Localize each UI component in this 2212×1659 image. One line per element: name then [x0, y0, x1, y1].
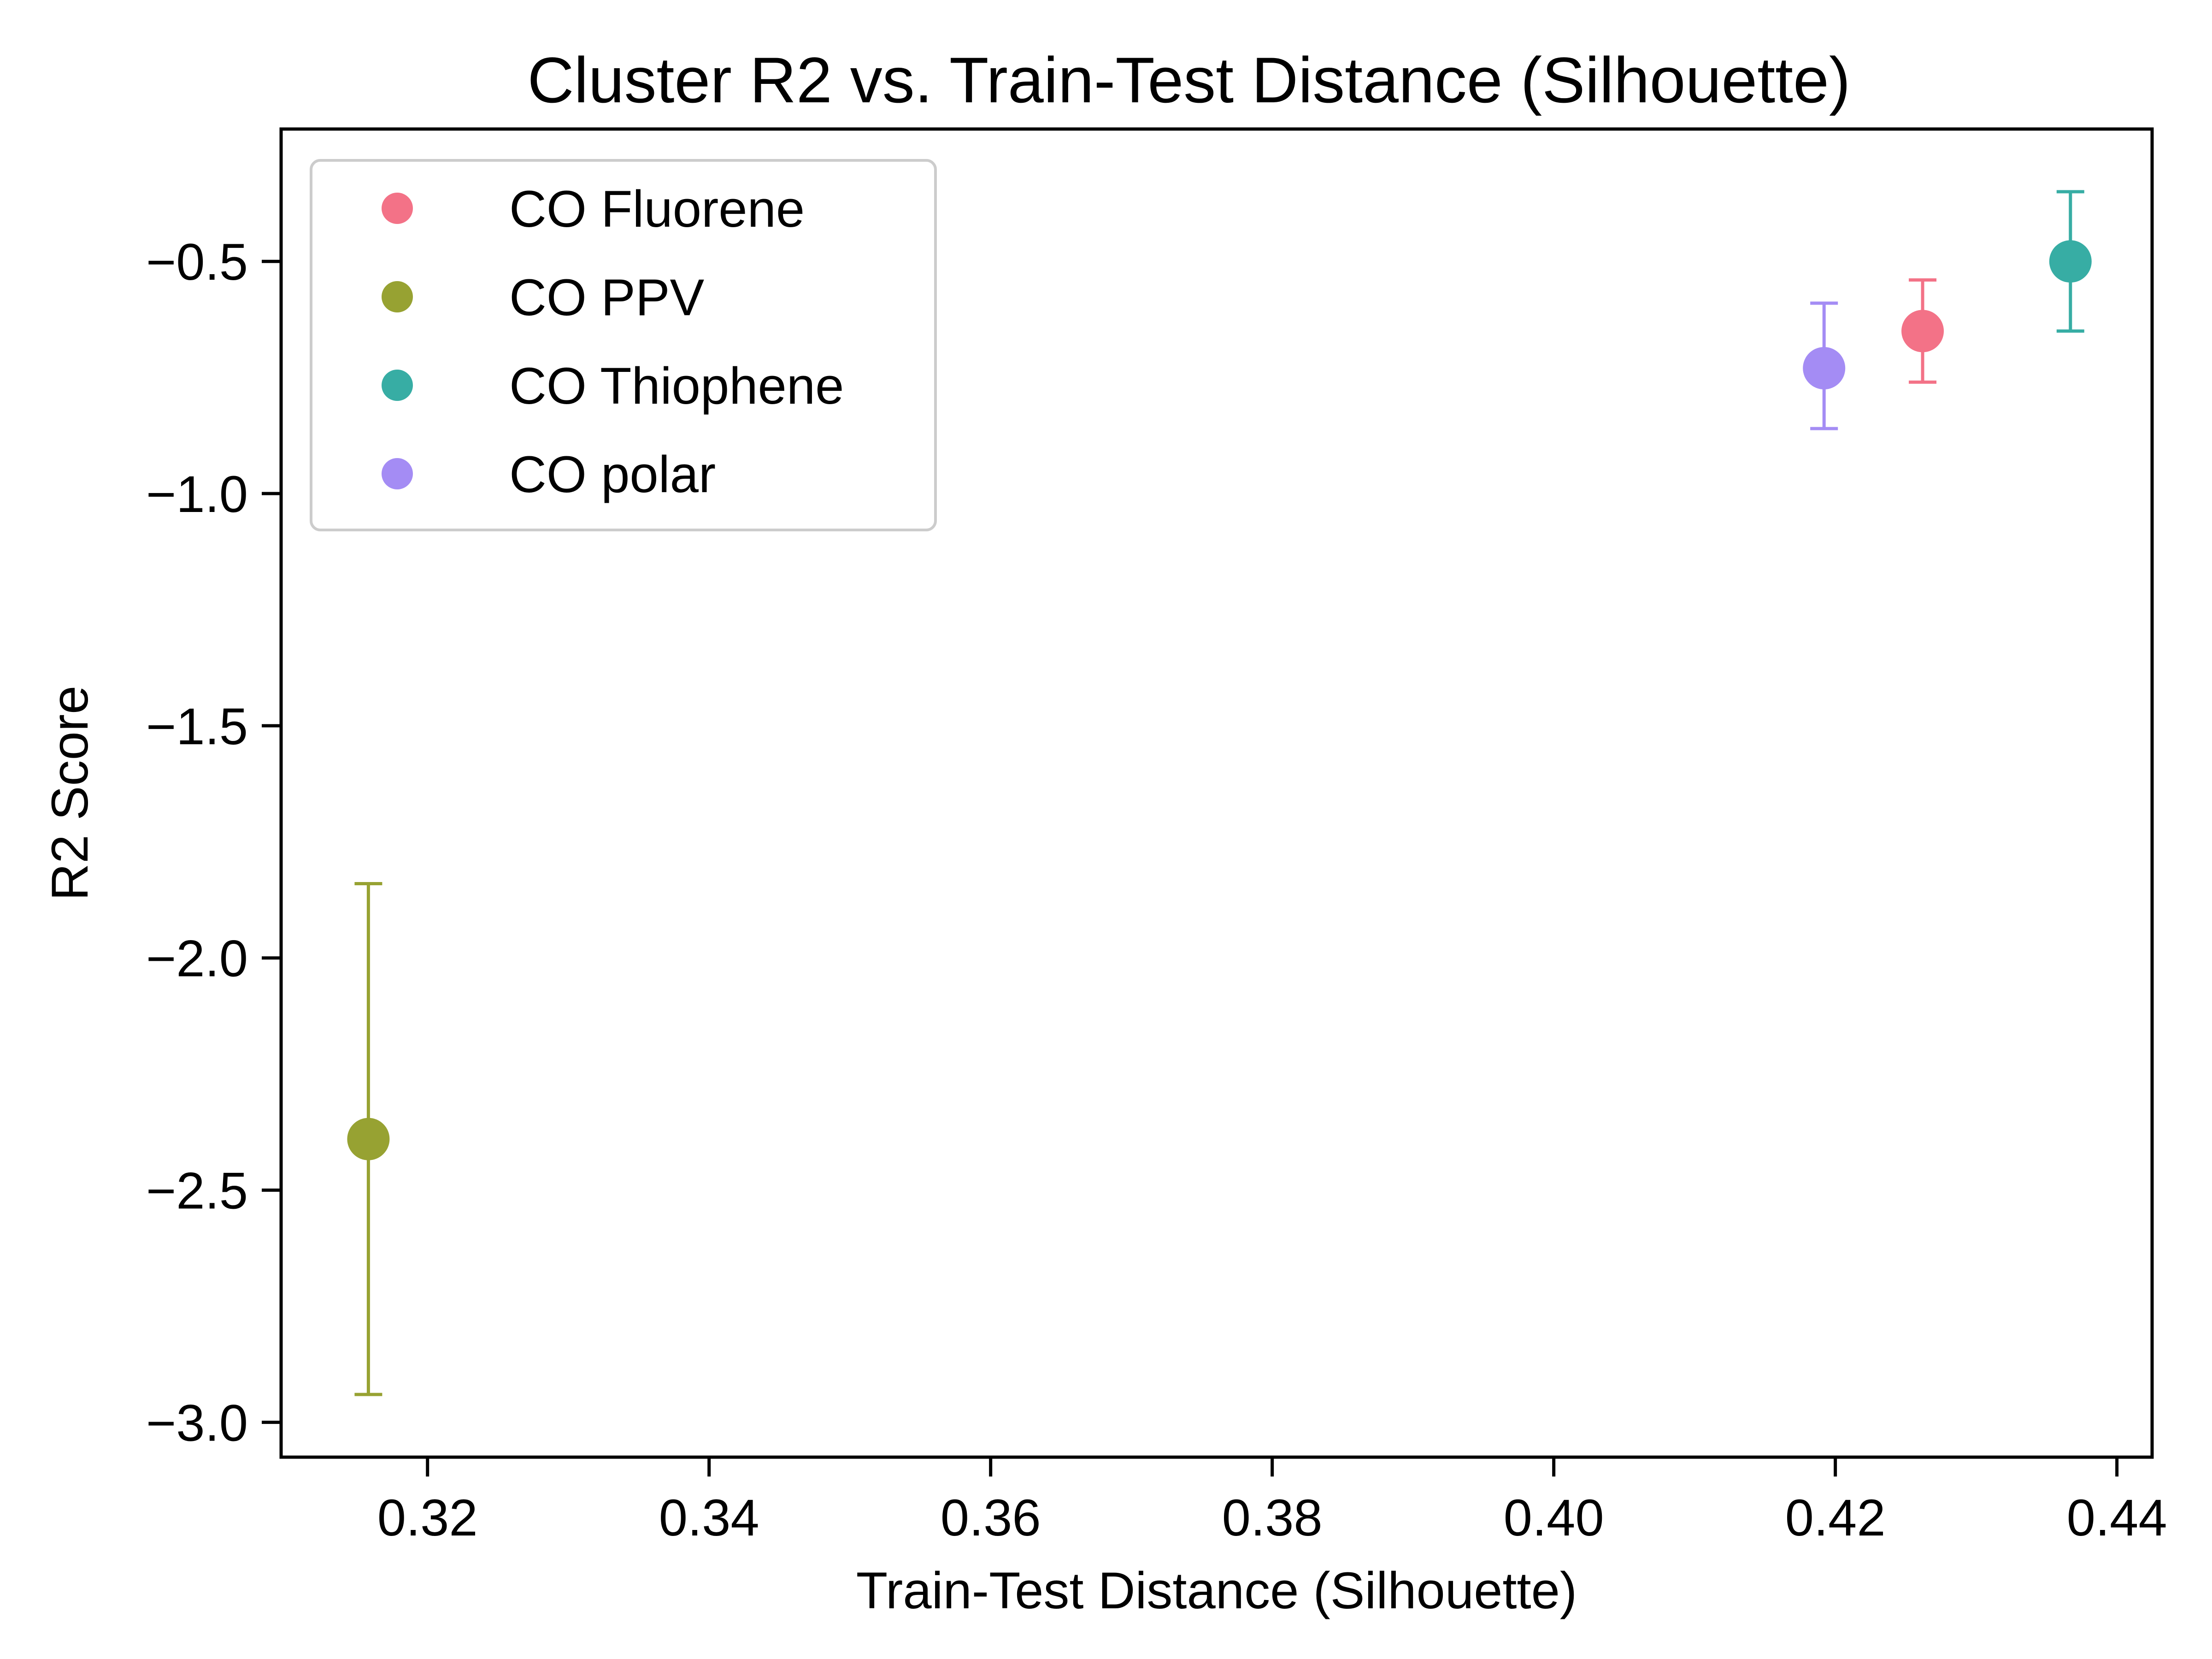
data-point [1803, 347, 1846, 389]
series-co-thiophene [2049, 190, 2092, 333]
legend-marker [382, 458, 413, 489]
plot-area [279, 127, 2154, 1459]
y-tick-label: −3.0 [146, 1394, 248, 1452]
x-tick-label: 0.32 [377, 1489, 478, 1547]
y-tick-label: −2.0 [146, 930, 248, 988]
legend-label: CO polar [509, 446, 716, 503]
y-tick-label: −0.5 [146, 233, 248, 291]
series-co-ppv [347, 882, 390, 1396]
data-point [2049, 240, 2092, 283]
x-tick-label: 0.38 [1222, 1489, 1323, 1547]
legend-marker [382, 370, 413, 401]
plot-frame [279, 127, 2154, 1459]
legend-frame [310, 159, 937, 531]
legend-label: CO PPV [509, 269, 705, 326]
x-tick-label: 0.44 [2067, 1489, 2167, 1547]
x-tick-label: 0.36 [941, 1489, 1041, 1547]
legend-marker [382, 281, 413, 312]
legend-label: CO Fluorene [509, 180, 805, 238]
x-tick-label: 0.40 [1504, 1489, 1604, 1547]
series-co-polar [1803, 301, 1846, 430]
x-tick-label: 0.42 [1785, 1489, 1886, 1547]
x-axis-label: Train-Test Distance (Silhouette) [856, 1562, 1577, 1619]
y-tick-label: −1.0 [146, 465, 248, 523]
y-axis: −0.5 −1.0 −1.5 −2.0 −2.5 −3.0 [146, 233, 281, 1452]
y-axis-label: R2 Score [41, 686, 99, 901]
legend: CO Fluorene CO PPV CO Thiophene CO polar [310, 159, 937, 531]
legend-label: CO Thiophene [509, 357, 844, 415]
data-point [1901, 310, 1944, 353]
series-co-fluorene [1901, 278, 1944, 384]
x-axis: 0.32 0.34 0.36 0.38 0.40 0.42 0.44 [377, 1457, 2167, 1547]
x-tick-label: 0.34 [659, 1489, 759, 1547]
legend-marker [382, 193, 413, 224]
y-tick-label: −2.5 [146, 1162, 248, 1220]
chart-title: Cluster R2 vs. Train-Test Distance (Silh… [527, 44, 1850, 116]
data-point [347, 1118, 390, 1160]
y-tick-label: −1.5 [146, 698, 248, 755]
data-series [347, 190, 2092, 1396]
